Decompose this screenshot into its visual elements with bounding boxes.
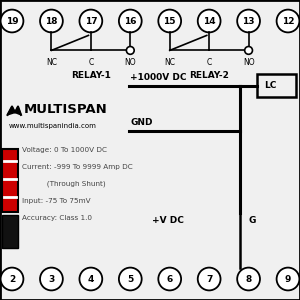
Text: Accuracy: Class 1.0: Accuracy: Class 1.0 [22, 215, 92, 221]
Text: (Through Shunt): (Through Shunt) [22, 181, 106, 188]
Text: 19: 19 [6, 16, 18, 26]
Circle shape [80, 268, 102, 290]
Text: +V DC: +V DC [152, 216, 184, 225]
Text: GND: GND [130, 118, 153, 127]
Text: NC: NC [164, 58, 175, 67]
Circle shape [198, 10, 220, 32]
Polygon shape [15, 106, 21, 115]
Text: NC: NC [46, 58, 57, 67]
Text: 8: 8 [245, 274, 252, 284]
Text: 15: 15 [164, 16, 176, 26]
Bar [256, 74, 296, 97]
Text: Input: -75 To 75mV: Input: -75 To 75mV [22, 198, 91, 204]
Text: 9: 9 [285, 274, 291, 284]
Circle shape [158, 10, 181, 32]
Circle shape [277, 10, 299, 32]
Text: 6: 6 [167, 274, 173, 284]
Circle shape [80, 10, 102, 32]
Circle shape [245, 46, 253, 54]
Text: Voltage: 0 To 1000V DC: Voltage: 0 To 1000V DC [22, 147, 107, 153]
Text: C: C [88, 58, 94, 67]
Bar [2, 148, 18, 212]
Text: 14: 14 [203, 16, 215, 26]
Text: 7: 7 [206, 274, 212, 284]
Text: Current: -999 To 9999 Amp DC: Current: -999 To 9999 Amp DC [22, 164, 133, 170]
Text: RELAY-2: RELAY-2 [189, 71, 229, 80]
Circle shape [277, 268, 299, 290]
Circle shape [126, 46, 134, 54]
Polygon shape [8, 106, 15, 115]
Text: 12: 12 [282, 16, 294, 26]
Text: 13: 13 [242, 16, 255, 26]
Text: www.multispanindia.com: www.multispanindia.com [9, 123, 97, 129]
Text: LC: LC [264, 81, 276, 90]
Text: RELAY-1: RELAY-1 [71, 71, 111, 80]
Circle shape [40, 268, 63, 290]
Text: G: G [248, 216, 256, 225]
Circle shape [198, 268, 220, 290]
Circle shape [158, 268, 181, 290]
Circle shape [1, 268, 23, 290]
Text: 16: 16 [124, 16, 136, 26]
Circle shape [237, 10, 260, 32]
Circle shape [119, 268, 142, 290]
Text: NO: NO [124, 58, 136, 67]
Text: 17: 17 [85, 16, 97, 26]
Text: 2: 2 [9, 274, 15, 284]
Circle shape [40, 10, 63, 32]
Text: 3: 3 [48, 274, 55, 284]
Text: 5: 5 [127, 274, 134, 284]
Circle shape [119, 10, 142, 32]
Text: MULTISPAN: MULTISPAN [24, 103, 108, 116]
Text: 4: 4 [88, 274, 94, 284]
Text: C: C [206, 58, 212, 67]
Text: NO: NO [243, 58, 254, 67]
Text: +1000V DC: +1000V DC [130, 73, 187, 82]
Circle shape [237, 268, 260, 290]
Bar [2, 214, 18, 248]
Text: 18: 18 [45, 16, 58, 26]
Circle shape [1, 10, 23, 32]
